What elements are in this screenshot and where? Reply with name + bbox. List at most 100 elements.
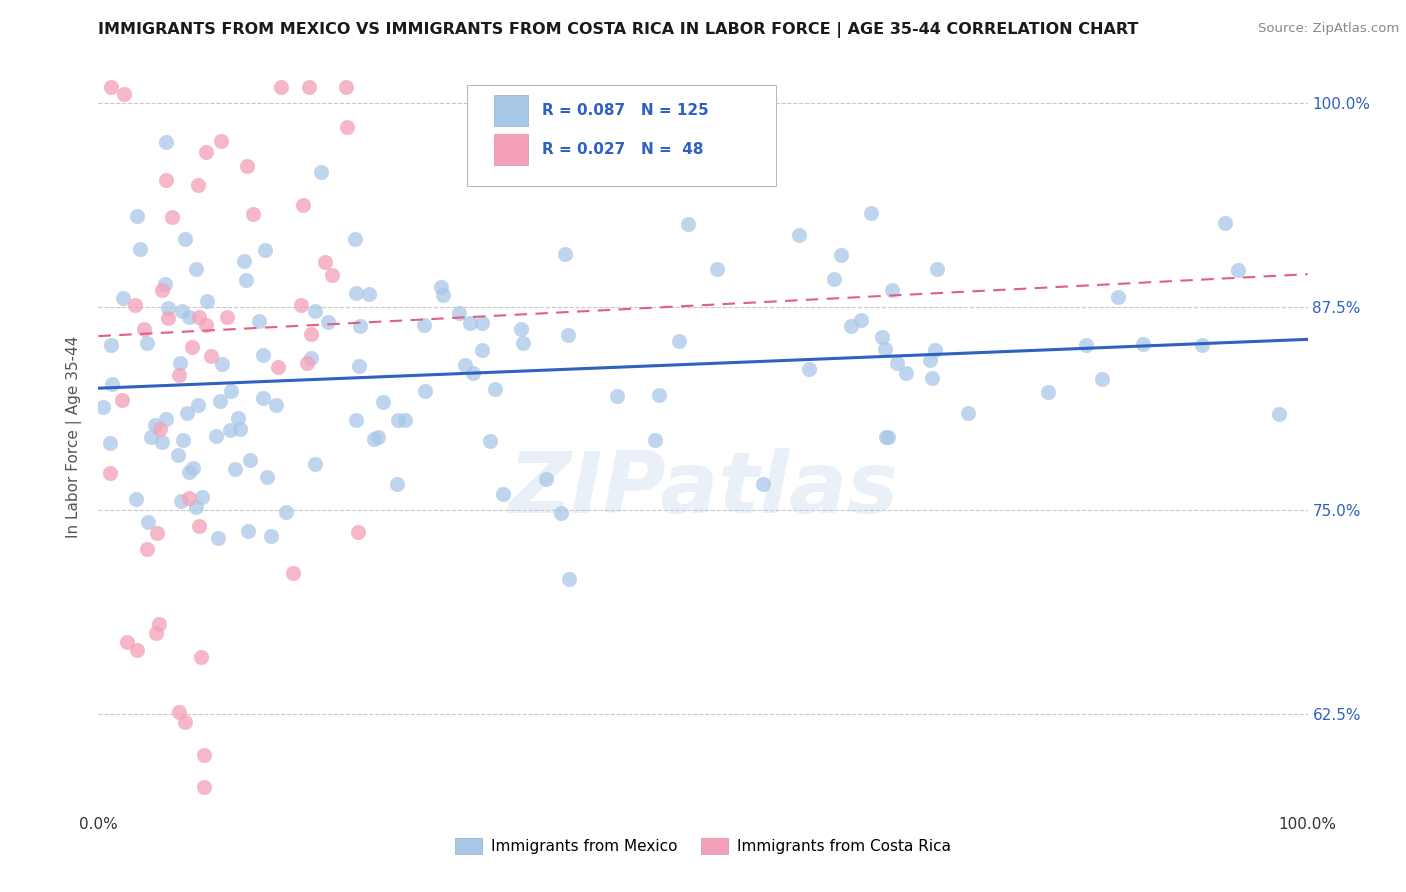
Point bbox=[860, 206, 883, 220]
Text: ZIPatlas: ZIPatlas bbox=[508, 448, 898, 531]
Point bbox=[145, 418, 167, 433]
Point bbox=[387, 413, 409, 427]
Point bbox=[297, 356, 319, 370]
Point bbox=[157, 311, 180, 326]
Text: Source: ZipAtlas.com: Source: ZipAtlas.com bbox=[1258, 22, 1399, 36]
Point bbox=[304, 458, 326, 472]
Point bbox=[135, 542, 157, 557]
Point bbox=[169, 494, 191, 508]
Point bbox=[138, 515, 160, 529]
Point bbox=[209, 134, 232, 148]
Point bbox=[886, 356, 908, 370]
Point bbox=[321, 268, 343, 282]
Point bbox=[336, 120, 359, 135]
Point bbox=[823, 272, 845, 286]
Point bbox=[1268, 407, 1291, 421]
Point bbox=[224, 461, 246, 475]
Point bbox=[160, 210, 183, 224]
Point bbox=[148, 617, 170, 632]
Point bbox=[252, 348, 274, 362]
Point bbox=[927, 262, 949, 277]
Point bbox=[207, 531, 229, 545]
Point bbox=[156, 301, 179, 315]
Point bbox=[290, 298, 312, 312]
Point bbox=[211, 357, 233, 371]
FancyBboxPatch shape bbox=[494, 95, 527, 126]
Point bbox=[264, 398, 287, 412]
Point bbox=[253, 243, 276, 257]
Point bbox=[195, 318, 218, 332]
Point bbox=[236, 524, 259, 539]
Point bbox=[1036, 384, 1059, 399]
Point bbox=[343, 232, 366, 246]
Point bbox=[509, 322, 531, 336]
Point bbox=[304, 304, 326, 318]
Point bbox=[371, 394, 394, 409]
Point bbox=[170, 304, 193, 318]
Point bbox=[1074, 338, 1097, 352]
Point bbox=[111, 393, 134, 408]
Point bbox=[146, 525, 169, 540]
Point bbox=[193, 747, 215, 762]
Point bbox=[314, 255, 336, 269]
Point bbox=[217, 310, 239, 324]
Point bbox=[167, 448, 190, 462]
Point bbox=[208, 394, 231, 409]
Point bbox=[1091, 372, 1114, 386]
Point bbox=[218, 424, 240, 438]
Point bbox=[200, 349, 222, 363]
Point bbox=[235, 273, 257, 287]
Point bbox=[150, 283, 173, 297]
FancyBboxPatch shape bbox=[467, 85, 776, 186]
Text: R = 0.087   N = 125: R = 0.087 N = 125 bbox=[543, 103, 709, 118]
Point bbox=[920, 353, 942, 368]
Point bbox=[190, 649, 212, 664]
Point bbox=[367, 430, 389, 444]
Point bbox=[957, 406, 980, 420]
Point bbox=[155, 136, 177, 150]
Point bbox=[193, 780, 215, 795]
Point bbox=[357, 287, 380, 301]
Point bbox=[226, 411, 249, 425]
Point bbox=[787, 228, 810, 243]
Point bbox=[1132, 337, 1154, 351]
Point bbox=[557, 328, 579, 343]
Point bbox=[172, 433, 194, 447]
Point bbox=[344, 285, 367, 300]
Point bbox=[174, 715, 197, 730]
Point bbox=[644, 434, 666, 448]
Text: IMMIGRANTS FROM MEXICO VS IMMIGRANTS FROM COSTA RICA IN LABOR FORCE | AGE 35-44 : IMMIGRANTS FROM MEXICO VS IMMIGRANTS FRO… bbox=[98, 22, 1139, 38]
Point bbox=[167, 368, 190, 382]
Point bbox=[187, 178, 209, 192]
Point bbox=[492, 486, 515, 500]
Point bbox=[349, 318, 371, 333]
Point bbox=[458, 316, 481, 330]
Point bbox=[1213, 216, 1236, 230]
Point bbox=[1191, 337, 1213, 351]
Point bbox=[283, 566, 305, 580]
Point bbox=[101, 377, 124, 392]
Point bbox=[752, 477, 775, 491]
Point bbox=[181, 340, 204, 354]
Point bbox=[413, 318, 436, 333]
Point bbox=[478, 434, 501, 449]
Point bbox=[484, 382, 506, 396]
Point bbox=[125, 642, 148, 657]
Point bbox=[471, 343, 494, 357]
Point bbox=[127, 209, 149, 223]
Y-axis label: In Labor Force | Age 35-44: In Labor Force | Age 35-44 bbox=[66, 336, 83, 538]
Point bbox=[267, 359, 290, 374]
Point bbox=[242, 207, 264, 221]
Point bbox=[247, 314, 270, 328]
Point bbox=[204, 429, 226, 443]
Point bbox=[270, 79, 292, 94]
Point bbox=[188, 519, 211, 533]
Point bbox=[839, 318, 862, 333]
Point bbox=[678, 217, 700, 231]
Point bbox=[276, 505, 298, 519]
Point bbox=[91, 400, 114, 414]
Point bbox=[335, 79, 357, 94]
Point bbox=[187, 398, 209, 412]
Point bbox=[471, 316, 494, 330]
Point bbox=[921, 371, 943, 385]
